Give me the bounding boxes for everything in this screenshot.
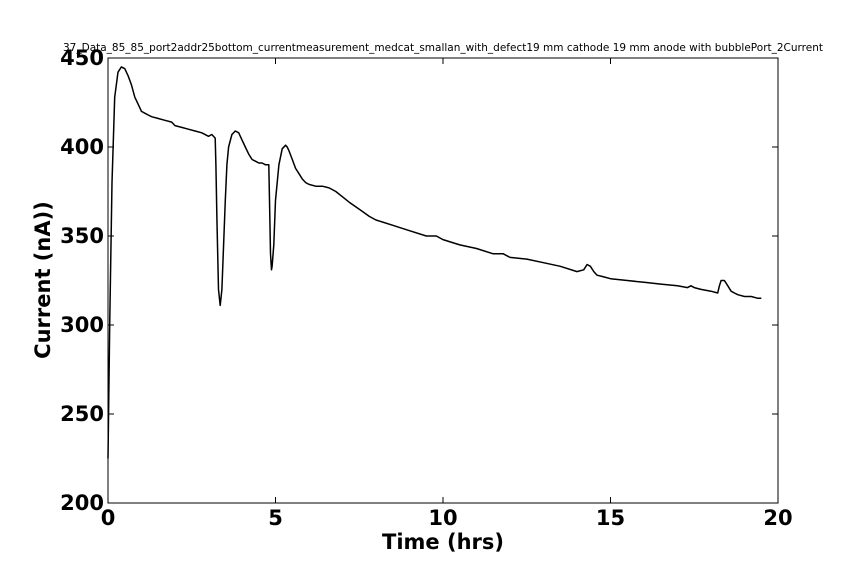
current-series-line bbox=[107, 66, 762, 459]
y-tick-label: 350 bbox=[60, 224, 104, 248]
tick-labels: 0 5 10 15 20 200 250 300 350 400 450 bbox=[60, 46, 792, 530]
x-tick-label: 10 bbox=[428, 506, 457, 530]
x-tick-label: 20 bbox=[763, 506, 792, 530]
y-tick-label: 200 bbox=[60, 491, 104, 515]
y-tick-label: 300 bbox=[60, 313, 104, 337]
y-tick-label: 400 bbox=[60, 135, 104, 159]
x-tick-label: 5 bbox=[268, 506, 283, 530]
chart-title: 37_Data_85_85_port2addr25bottom_currentm… bbox=[63, 42, 823, 54]
x-axis-label: Time (hrs) bbox=[382, 530, 504, 554]
y-tick-label: 250 bbox=[60, 402, 104, 426]
x-tick-label: 0 bbox=[101, 506, 116, 530]
axis-ticks bbox=[107, 57, 779, 504]
plot-area bbox=[107, 57, 779, 504]
y-axis-label: Current (nA)) bbox=[31, 201, 55, 359]
x-tick-label: 15 bbox=[596, 506, 625, 530]
y-tick-label: 450 bbox=[60, 46, 104, 70]
